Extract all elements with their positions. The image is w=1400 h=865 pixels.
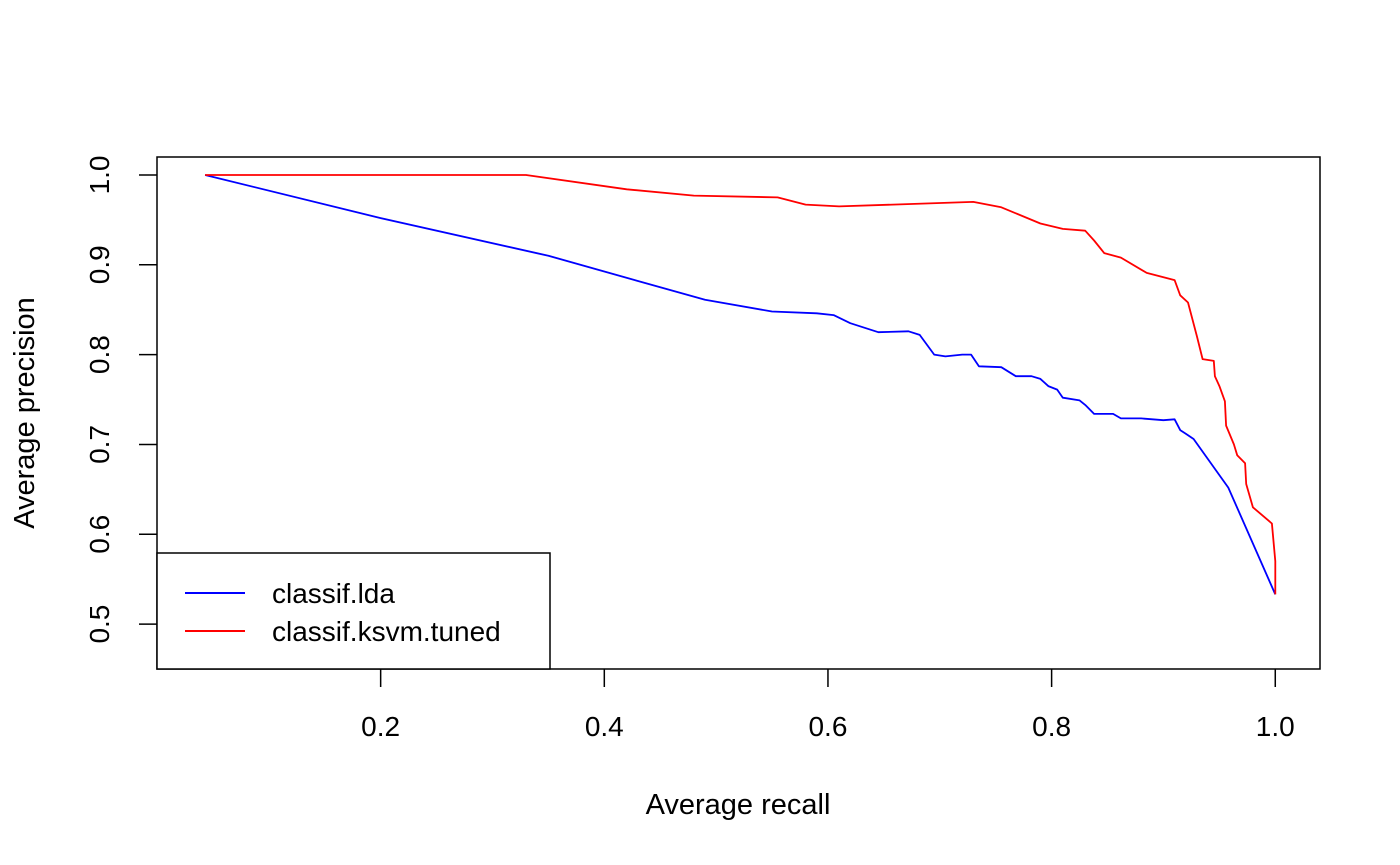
legend: classif.lda classif.ksvm.tuned [156,552,551,670]
legend-label-lda: classif.lda [272,578,395,609]
y-axis-title: Average precision [9,297,41,529]
x-tick-label: 0.4 [585,711,624,742]
x-tick-label: 0.2 [361,711,400,742]
x-tick-label: 0.6 [808,711,847,742]
x-tick-label: 0.8 [1032,711,1071,742]
y-tick-label: 0.8 [84,335,115,374]
series-line-classif-lda [204,174,1277,595]
y-tick-label: 1.0 [84,155,115,194]
y-tick-label: 0.6 [84,515,115,554]
x-tick-label: 1.0 [1256,711,1295,742]
y-tick-label: 0.7 [84,425,115,464]
x-axis-title: Average recall [646,789,831,821]
x-axis: 0.2 0.4 0.6 0.8 1.0 [361,669,1295,742]
y-tick-label: 0.5 [84,605,115,644]
plot-box [156,156,1321,670]
legend-box [156,552,551,670]
y-tick-label: 0.9 [84,245,115,284]
series-line-classif-ksvm-tuned [205,174,1277,595]
legend-label-ksvm-tuned: classif.ksvm.tuned [272,616,501,647]
y-axis: 0.5 0.6 0.7 0.8 0.9 1.0 [84,155,157,644]
series-layer [204,174,1277,595]
